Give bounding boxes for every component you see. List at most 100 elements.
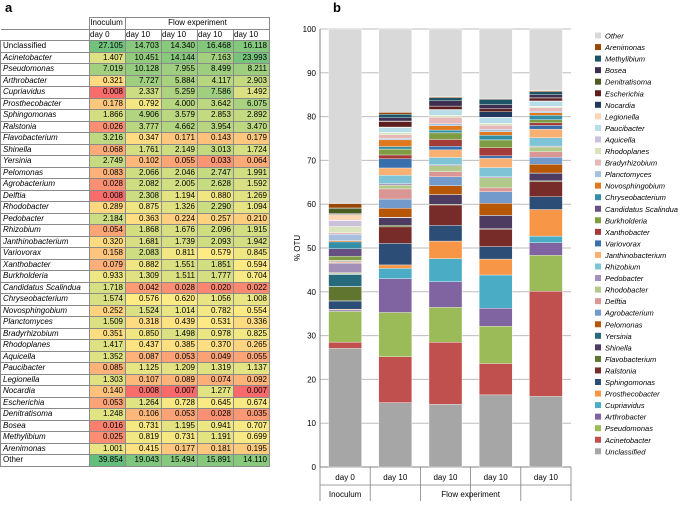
value-cell: 1.551 [161, 258, 198, 271]
bar-segment-candidatus-scalindua [328, 248, 362, 257]
value-cell: 0.845 [233, 247, 270, 260]
bar-segment-flavobacterium [328, 286, 362, 302]
value-cell: 1.417 [89, 339, 126, 352]
value-cell: 2.628 [197, 178, 234, 191]
table-row: Xanthobacter 0.079 0.882 1.551 1.851 0.594 [0, 258, 270, 271]
value-cell: 1.739 [161, 235, 198, 248]
legend-swatch [595, 148, 601, 154]
bar-segment-rhodoplanes [378, 132, 412, 135]
value-cell: 0.178 [89, 97, 126, 110]
bar-segment-unclassified [378, 402, 412, 468]
value-cell: 1.498 [161, 327, 198, 340]
bar-segment-arthrobacter [378, 278, 412, 313]
legend-swatch [595, 124, 601, 131]
table-row: Sphingomonas 1.866 4.906 3.579 2.853 2.892 [0, 109, 270, 122]
value-cell: 2.184 [89, 212, 126, 225]
bar-segment-yersinia [328, 274, 362, 287]
row-genus-name: Arthrobacter [0, 74, 90, 87]
bar-segment-xanthobacter [378, 154, 412, 160]
value-cell: 4.000 [161, 97, 198, 110]
value-cell: 1.094 [233, 201, 270, 214]
legend-label: Acinetobacter [604, 436, 651, 445]
stacked-bar-chart: 0 10 20 30 40 50 60 70 80 90 100 % OTU day 0 day 10 da… [293, 25, 678, 501]
bar-segment-pseudomonas [479, 326, 513, 364]
subheader-cell: day 10 [197, 28, 234, 41]
table-row: Pelomonas 0.083 2.066 2.046 2.747 1.991 [0, 166, 270, 179]
legend-swatch [595, 113, 601, 120]
table-row: Unclassified 27.105 14.703 14.340 16.468 16.1… [0, 40, 270, 53]
bar-segment-acinetobacter [428, 342, 463, 405]
value-cell: 0.068 [89, 143, 126, 156]
value-cell: 1.718 [89, 281, 126, 294]
legend-label: Bosea [605, 66, 626, 75]
group-label: Inoculum [329, 490, 362, 499]
legend-swatch [595, 194, 601, 201]
value-cell: 0.363 [125, 212, 162, 225]
bar-segment-ralstonia [378, 226, 412, 244]
value-cell: 0.102 [125, 155, 162, 168]
legend-label: Variovorax [605, 239, 641, 248]
value-cell: 0.370 [197, 339, 234, 352]
bar-segment-variovorax [428, 146, 463, 151]
bar-segment-planctomyces [378, 138, 412, 141]
bar-segment-paucibacter [378, 127, 412, 133]
bar-segment-planctomyces [428, 123, 463, 126]
legend-label: Bradyrhizobium [605, 159, 657, 168]
table-row: Yersinia 2.749 0.102 0.055 0.033 0.064 [0, 155, 270, 168]
row-genus-name: Pseudomonas [0, 63, 90, 76]
legend-swatch [595, 32, 601, 39]
bar-segment-escherichia [529, 97, 563, 102]
row-genus-name: Nocardia [0, 385, 90, 398]
legend-swatch [595, 436, 601, 443]
bar-segment-sphingomonas [378, 243, 412, 266]
legend-label: Prosthecobacter [605, 390, 660, 399]
bar-segment-novosphingobium [378, 139, 412, 147]
bar-segment-pedobacter [378, 183, 412, 186]
legend-label: Planctomyces [605, 170, 652, 179]
row-genus-name: Candidatus Scalindua [0, 281, 90, 294]
value-cell: 0.620 [161, 293, 198, 306]
legend-label: Denitratisoma [605, 78, 651, 87]
value-cell: 1.125 [125, 362, 162, 375]
value-cell: 2.005 [161, 178, 198, 191]
table-row: Ralstonia 0.026 3.777 4.662 3.954 3.470 [0, 120, 270, 133]
value-cell: 0.053 [161, 408, 198, 421]
table-row: Legionella 1.303 0.107 0.089 0.074 0.092 [0, 373, 270, 386]
value-cell: 2.290 [197, 201, 234, 214]
y-tick-label: 40 [307, 288, 316, 297]
legend-swatch [595, 367, 601, 374]
value-cell: 3.777 [125, 120, 162, 133]
value-cell: 1.014 [161, 304, 198, 317]
value-cell: 10.128 [125, 63, 162, 76]
table-row: Escherichia 0.053 1.264 0.728 0.645 0.674 [0, 396, 270, 409]
value-cell: 0.053 [89, 396, 126, 409]
value-cell: 0.106 [125, 408, 162, 421]
y-tick-label: 50 [307, 244, 316, 253]
table-row: Delftia 0.008 2.308 1.194 0.880 1.269 [0, 189, 270, 202]
value-cell: 19.043 [125, 454, 162, 467]
value-cell: 1.592 [233, 178, 270, 191]
bar-segment-rhodobacter [479, 177, 513, 189]
bar-segment-chryseobacterium [428, 129, 463, 133]
bar-segment-planctomyces [479, 129, 513, 132]
bar-segment-rhodoplanes [428, 115, 463, 118]
value-cell: 0.554 [233, 304, 270, 317]
bar-segment-bradyrhizobium [428, 116, 463, 124]
value-cell: 2.093 [197, 235, 234, 248]
bar-segment-delftia [428, 171, 463, 178]
legend-label: Paucibacter [605, 124, 645, 133]
table-row: Acinetobacter 1.407 10.451 14.144 7.163 23.99… [0, 51, 270, 64]
bar-segment-ralstonia [428, 204, 463, 226]
row-genus-name: Pedobacter [0, 212, 90, 225]
value-cell: 0.320 [89, 235, 126, 248]
value-cell: 1.194 [161, 189, 198, 202]
bar-segment-acinetobacter [378, 356, 412, 403]
bar-segment-other [378, 28, 412, 113]
value-cell: 0.035 [233, 408, 270, 421]
bar-segment-delftia [529, 151, 563, 158]
table-row: Bradyrhizobium 0.351 0.850 1.498 0.978 0.825 [0, 327, 270, 340]
bar-segment-bradyrhizobium [378, 134, 412, 139]
value-cell: 0.179 [233, 132, 270, 145]
value-cell: 1.248 [89, 408, 126, 421]
value-cell: 6.075 [233, 97, 270, 110]
